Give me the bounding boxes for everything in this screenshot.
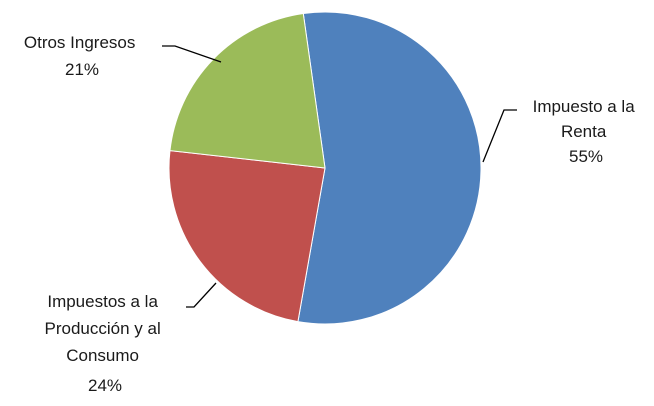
slice-label-otros-ingresos: Otros Ingresos 21% xyxy=(24,33,140,79)
slice-label-renta: Impuesto a la Renta 55% xyxy=(533,97,640,166)
slice-percent-renta: 55% xyxy=(569,147,603,166)
slice-impuestos-produccion-consumo xyxy=(168,150,326,323)
pie-slices xyxy=(168,11,482,325)
leader-line-renta xyxy=(482,109,517,163)
slice-otros-ingresos xyxy=(169,12,326,169)
leader-line-otros-ingresos xyxy=(162,45,222,63)
slice-percent-otros-ingresos: 21% xyxy=(65,60,99,79)
slice-impuesto-renta xyxy=(297,11,482,325)
leader-line-produccion-consumo xyxy=(186,282,217,308)
data-labels: Impuesto a la Renta 55% Impuestos a la P… xyxy=(24,33,640,395)
slice-label-produccion-consumo: Impuestos a la Producción y al Consumo 2… xyxy=(45,292,166,395)
slice-percent-produccion-consumo: 24% xyxy=(88,376,122,395)
leader-lines xyxy=(162,45,517,308)
